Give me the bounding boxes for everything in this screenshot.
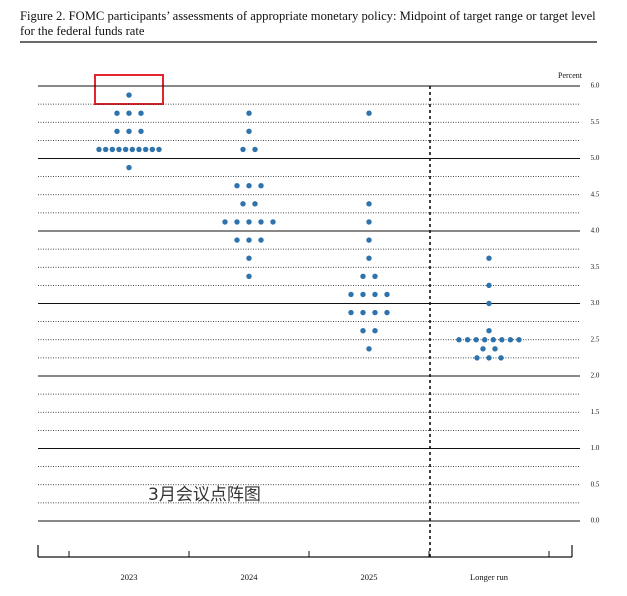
y-tick-label: 3.0 xyxy=(591,299,600,307)
dot xyxy=(464,337,471,343)
dot xyxy=(384,309,390,316)
y-tick-label: 1.0 xyxy=(591,444,600,452)
y-tick-label: 2.0 xyxy=(591,372,600,380)
dot xyxy=(486,327,492,334)
dot xyxy=(492,346,498,352)
dot xyxy=(486,282,492,289)
y-tick-label: 4.0 xyxy=(591,227,600,235)
dot xyxy=(507,337,514,343)
dot xyxy=(384,291,390,298)
dot xyxy=(366,255,372,261)
dot xyxy=(246,128,252,135)
dot xyxy=(372,273,378,280)
dot xyxy=(258,219,264,225)
dot xyxy=(258,237,264,243)
dot xyxy=(360,291,366,298)
dot xyxy=(456,337,462,343)
dot xyxy=(222,219,228,225)
dot xyxy=(366,346,372,352)
dot xyxy=(126,92,132,98)
dot xyxy=(499,337,505,343)
dot xyxy=(149,146,156,153)
dot xyxy=(372,309,378,316)
dot xyxy=(270,219,276,225)
dot xyxy=(360,309,366,316)
dot xyxy=(498,355,504,361)
dot xyxy=(240,201,246,207)
x-tick-label: Longer run xyxy=(470,572,509,582)
y-tick-label: 4.5 xyxy=(591,190,600,198)
dot xyxy=(366,237,372,243)
dot xyxy=(252,201,258,207)
dot xyxy=(480,346,486,352)
dot xyxy=(252,146,258,153)
dot xyxy=(240,146,246,153)
dot xyxy=(126,128,132,135)
dot xyxy=(126,110,132,116)
dot xyxy=(109,146,116,153)
highlight-box xyxy=(94,74,164,105)
dot xyxy=(102,146,109,153)
dot xyxy=(246,110,252,116)
dot xyxy=(258,182,264,189)
dot xyxy=(486,355,492,361)
dot xyxy=(246,255,252,261)
dot xyxy=(234,237,240,243)
dot xyxy=(360,327,366,334)
dot xyxy=(129,146,136,153)
dot xyxy=(246,273,252,280)
annotation: 3月会议点阵图 xyxy=(148,485,261,505)
dot xyxy=(348,291,354,298)
dot xyxy=(246,237,252,243)
dot xyxy=(366,110,372,116)
dot xyxy=(114,110,120,116)
dot xyxy=(482,337,488,343)
x-tick-label: 2024 xyxy=(241,572,259,582)
dot xyxy=(246,182,252,189)
dot xyxy=(126,164,132,171)
dot xyxy=(474,355,480,361)
dot xyxy=(234,219,240,225)
dot xyxy=(486,255,492,261)
dot xyxy=(142,146,149,153)
dot xyxy=(122,146,129,153)
dot xyxy=(366,201,372,207)
dot xyxy=(372,327,378,334)
y-tick-label: 1.5 xyxy=(591,408,600,416)
dot xyxy=(138,128,144,135)
y-tick-label: 0.5 xyxy=(591,480,600,488)
dot xyxy=(246,219,252,225)
dot xyxy=(486,300,492,307)
y-tick-label: 0.0 xyxy=(591,517,600,525)
dot xyxy=(138,110,144,116)
dot xyxy=(348,309,354,316)
dot xyxy=(234,182,240,189)
dot xyxy=(116,146,122,153)
y-tick-label: 5.0 xyxy=(591,154,600,162)
dot xyxy=(516,337,522,343)
dot xyxy=(114,128,120,135)
dot xyxy=(490,337,496,343)
y-tick-label: 2.5 xyxy=(591,335,600,343)
dot xyxy=(372,291,378,298)
y-tick-label: 3.5 xyxy=(591,263,600,271)
y-tick-label: 6.0 xyxy=(591,82,600,90)
dot xyxy=(156,146,162,153)
chart-title: Figure 2. FOMC participants’ assessments… xyxy=(20,9,596,38)
y-axis-label: Percent xyxy=(558,71,583,80)
dot xyxy=(136,146,142,153)
dot xyxy=(96,146,102,153)
x-tick-label: 2023 xyxy=(121,572,138,582)
y-tick-label: 5.5 xyxy=(591,118,600,126)
dot xyxy=(473,337,479,343)
dot xyxy=(360,273,366,280)
x-tick-label: 2025 xyxy=(361,572,378,582)
dot xyxy=(366,219,372,225)
